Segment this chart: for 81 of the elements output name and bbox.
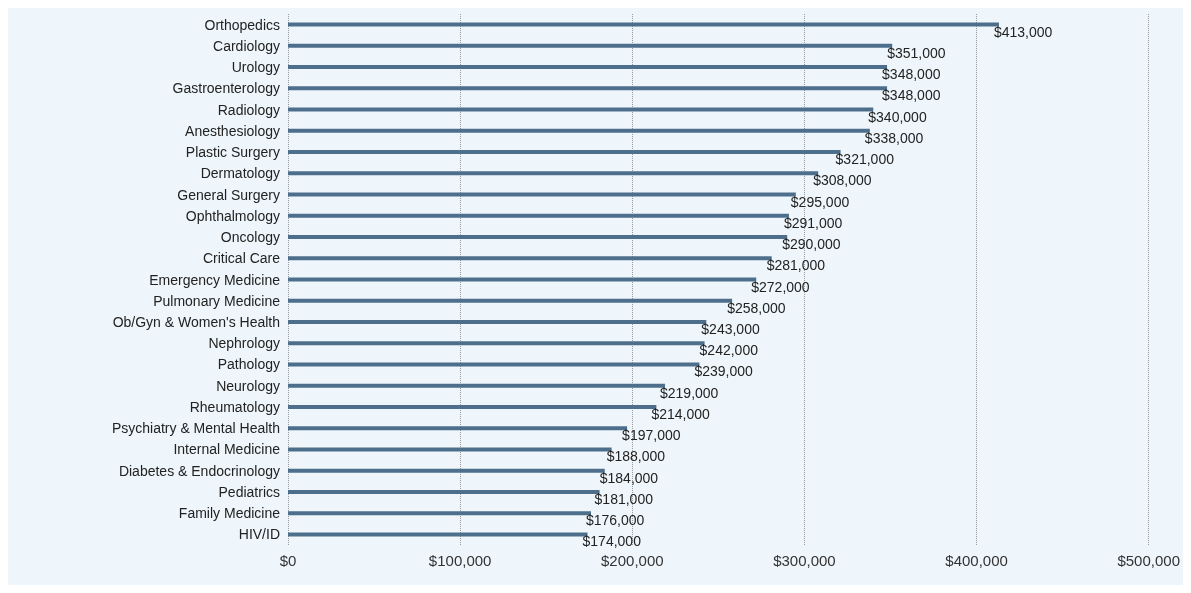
bar	[288, 383, 665, 388]
data-label: $348,000	[882, 66, 941, 83]
y-tick-label: Plastic Surgery	[185, 144, 280, 161]
y-tick-label: Urology	[231, 59, 280, 76]
bar	[288, 192, 796, 197]
bar	[288, 277, 757, 282]
y-tick-label: Pediatrics	[218, 483, 280, 500]
x-tick-label: $400,000	[945, 552, 1008, 569]
x-tick-label: $500,000	[1117, 552, 1181, 569]
data-label: $348,000	[882, 87, 941, 104]
data-label: $176,000	[585, 512, 645, 529]
y-tick-label: General Surgery	[177, 186, 280, 203]
bar	[288, 319, 707, 324]
data-label: $243,000	[701, 320, 760, 337]
bar	[288, 404, 657, 409]
bar	[288, 298, 733, 303]
y-tick-label: Diabetes & Endocrinology	[118, 462, 280, 479]
y-tick-label: Dermatology	[200, 165, 280, 182]
bar	[288, 341, 705, 346]
bar	[288, 532, 588, 537]
data-label: $188,000	[606, 448, 666, 465]
x-tick-label: $100,000	[428, 552, 492, 569]
y-tick-label: Neurology	[216, 377, 280, 394]
y-tick-label: Emergency Medicine	[149, 271, 281, 288]
y-tick-label: Orthopedics	[204, 16, 280, 33]
data-label: $174,000	[582, 533, 642, 550]
y-tick-label: Nephrology	[208, 335, 280, 352]
y-tick-label: Oncology	[220, 229, 280, 246]
data-label: $413,000	[993, 23, 1053, 40]
y-tick-label: Radiology	[217, 101, 280, 118]
data-label: $239,000	[694, 363, 754, 380]
bar	[288, 447, 612, 452]
bar	[288, 86, 888, 91]
y-tick-label: Psychiatry & Mental Health	[111, 420, 280, 437]
bar	[288, 511, 591, 516]
bar	[288, 65, 888, 70]
y-tick-label: Rheumatology	[189, 398, 280, 415]
data-label: $308,000	[813, 172, 872, 189]
data-label: $291,000	[783, 214, 843, 231]
bar	[288, 362, 700, 367]
x-tick-label: $300,000	[773, 552, 836, 569]
data-label: $197,000	[622, 427, 681, 444]
y-tick-label: Pathology	[217, 356, 280, 373]
data-label: $281,000	[766, 257, 826, 274]
data-label: $184,000	[599, 469, 659, 486]
y-tick-label: Anesthesiology	[185, 122, 280, 139]
data-label: $290,000	[782, 236, 841, 253]
bar	[288, 171, 819, 176]
bar	[288, 468, 605, 473]
data-label: $242,000	[699, 342, 759, 359]
y-tick-label: Cardiology	[213, 37, 280, 54]
y-tick-label: Ophthalmology	[185, 207, 280, 224]
x-tick-label: $0	[279, 552, 297, 569]
bar	[288, 489, 600, 494]
bar	[288, 107, 874, 112]
y-tick-label: Internal Medicine	[173, 441, 281, 458]
data-label: $181,000	[594, 490, 654, 507]
y-tick-label: Family Medicine	[178, 505, 281, 522]
bar	[288, 43, 893, 48]
data-label: $258,000	[727, 299, 786, 316]
data-label: $272,000	[751, 278, 810, 295]
x-tick-label: $200,000	[601, 552, 664, 569]
bar	[288, 22, 999, 27]
y-tick-label: Ob/Gyn & Women's Health	[112, 313, 280, 330]
bar	[288, 150, 841, 155]
y-tick-label: Gastroenterology	[172, 80, 280, 97]
data-label: $219,000	[659, 384, 719, 401]
bar	[288, 256, 772, 261]
data-label: $214,000	[651, 405, 710, 422]
y-tick-label: Critical Care	[202, 250, 281, 267]
data-label: $321,000	[835, 151, 895, 168]
data-label: $351,000	[887, 44, 946, 61]
data-label: $340,000	[868, 108, 927, 125]
data-label: $338,000	[864, 129, 924, 146]
bar	[288, 235, 788, 240]
y-tick-label: HIV/ID	[238, 526, 280, 543]
bar	[288, 213, 789, 218]
bar	[288, 426, 628, 431]
bar	[288, 128, 870, 133]
y-tick-label: Pulmonary Medicine	[153, 292, 281, 309]
data-label: $295,000	[790, 193, 850, 210]
